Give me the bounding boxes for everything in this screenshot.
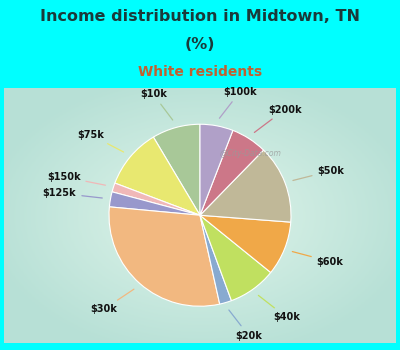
Wedge shape [112,183,200,215]
Wedge shape [115,137,200,215]
Wedge shape [200,215,271,301]
Wedge shape [200,215,291,273]
Wedge shape [109,192,200,215]
Wedge shape [154,124,200,215]
Wedge shape [200,215,232,304]
Text: $125k: $125k [43,188,102,198]
Text: $20k: $20k [229,310,262,341]
Text: $30k: $30k [90,289,134,314]
Text: $40k: $40k [258,295,300,322]
Wedge shape [109,207,220,306]
Text: (%): (%) [185,37,215,52]
Text: White residents: White residents [138,65,262,79]
Text: @City-Data.com: @City-Data.com [219,149,281,158]
Text: Income distribution in Midtown, TN: Income distribution in Midtown, TN [40,9,360,24]
Wedge shape [200,150,291,222]
Text: $10k: $10k [140,89,173,120]
Wedge shape [200,131,264,215]
Text: $60k: $60k [292,252,344,267]
Wedge shape [200,124,233,215]
Text: $150k: $150k [47,172,106,185]
Text: $75k: $75k [77,130,124,152]
Text: $50k: $50k [293,166,344,181]
Text: $100k: $100k [220,87,257,118]
Text: $200k: $200k [254,105,302,132]
